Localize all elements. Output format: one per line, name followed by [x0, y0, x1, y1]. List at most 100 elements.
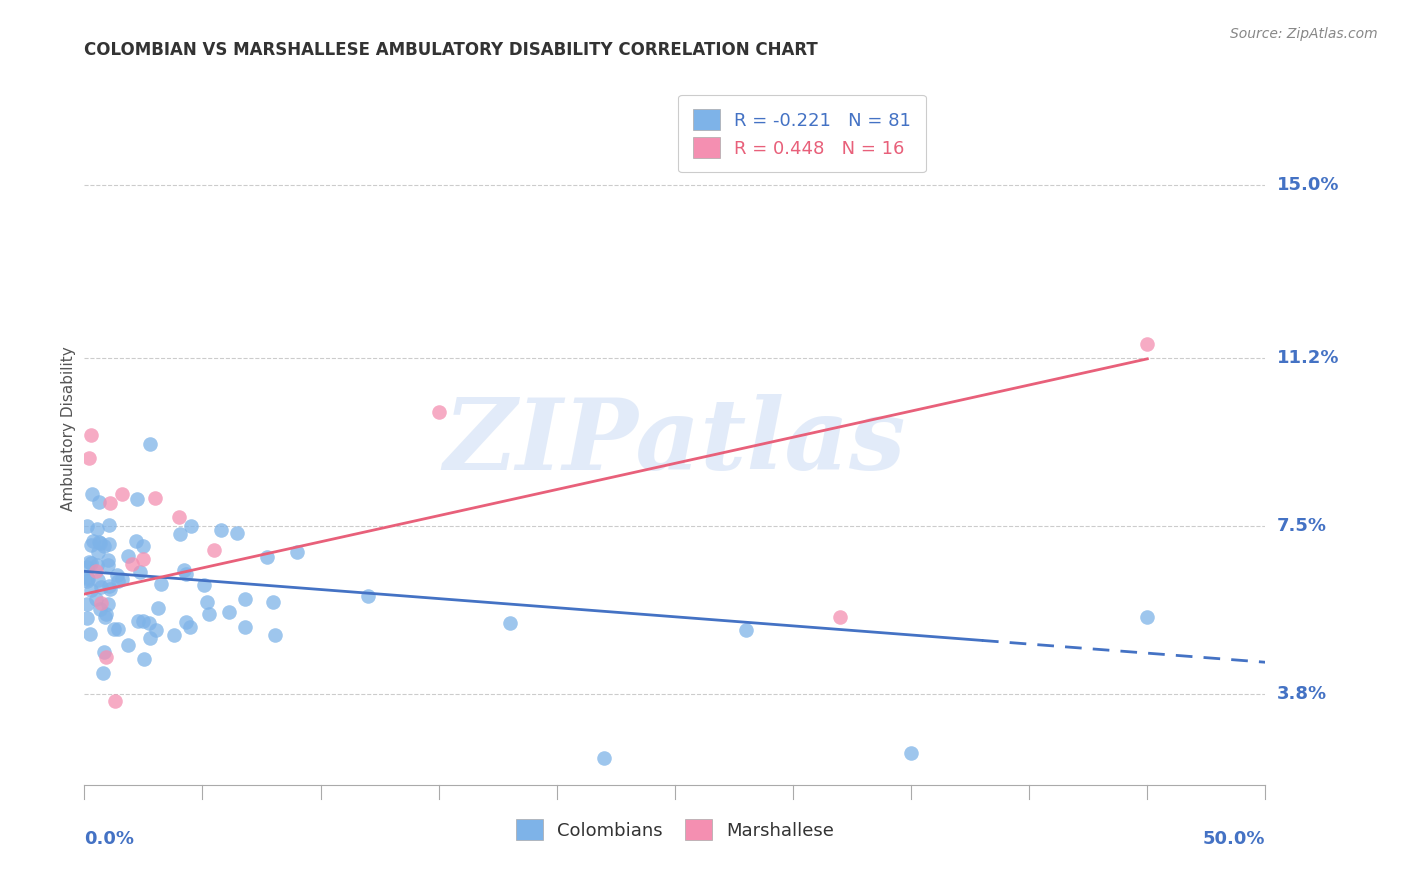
Point [93, 645, 115, 659]
Point [195, 595, 218, 609]
Point [427, 405, 450, 419]
Point [117, 638, 139, 652]
Point [139, 631, 162, 645]
Point [138, 615, 160, 630]
Point [76, 610, 98, 624]
Point [97, 517, 120, 532]
Point [107, 574, 129, 588]
Point [1136, 337, 1159, 351]
Point [107, 622, 129, 636]
Point [98, 496, 121, 510]
Point [82, 487, 104, 501]
Point [97, 597, 120, 611]
Point [77, 450, 100, 465]
Point [86, 558, 108, 573]
Point [97, 558, 120, 572]
Point [76, 597, 98, 611]
Point [262, 595, 284, 609]
Point [900, 746, 922, 760]
Point [94, 607, 117, 621]
Point [89, 535, 111, 549]
Point [132, 551, 155, 566]
Point [173, 564, 195, 578]
Point [498, 615, 520, 630]
Point [90, 596, 112, 610]
Point [111, 487, 134, 501]
Text: 11.2%: 11.2% [1277, 349, 1340, 367]
Y-axis label: Ambulatory Disability: Ambulatory Disability [60, 346, 76, 510]
Point [218, 606, 240, 620]
Text: 50.0%: 50.0% [1204, 830, 1265, 848]
Point [82, 534, 104, 549]
Point [80, 428, 103, 442]
Point [202, 542, 225, 557]
Point [179, 620, 201, 634]
Point [127, 615, 149, 629]
Point [87, 574, 110, 588]
Point [150, 577, 173, 591]
Point [91, 666, 114, 681]
Point [86, 522, 108, 536]
Point [84, 592, 107, 607]
Point [830, 609, 852, 624]
Point [233, 591, 256, 606]
Point [121, 557, 143, 571]
Point [146, 601, 169, 615]
Point [94, 650, 117, 665]
Point [256, 549, 278, 564]
Point [139, 437, 162, 451]
Point [93, 539, 115, 553]
Point [176, 567, 198, 582]
Point [98, 537, 121, 551]
Point [167, 510, 190, 524]
Point [143, 491, 166, 506]
Text: 15.0%: 15.0% [1277, 176, 1340, 194]
Point [357, 589, 380, 603]
Text: ZIPatlas: ZIPatlas [444, 394, 905, 491]
Point [94, 610, 117, 624]
Point [107, 568, 129, 582]
Point [79, 627, 101, 641]
Point [89, 602, 111, 616]
Point [87, 544, 110, 558]
Text: 7.5%: 7.5% [1277, 516, 1327, 535]
Point [285, 545, 308, 559]
Point [98, 582, 121, 596]
Text: COLOMBIAN VS MARSHALLESE AMBULATORY DISABILITY CORRELATION CHART: COLOMBIAN VS MARSHALLESE AMBULATORY DISA… [84, 41, 818, 59]
Point [132, 614, 155, 628]
Point [89, 494, 111, 508]
Point [97, 553, 120, 567]
Point [198, 607, 221, 621]
Point [90, 580, 112, 594]
Point [98, 579, 121, 593]
Text: 0.0%: 0.0% [84, 830, 135, 848]
Point [76, 574, 98, 589]
Text: Source: ZipAtlas.com: Source: ZipAtlas.com [1230, 27, 1378, 41]
Point [132, 651, 155, 665]
Point [77, 556, 100, 570]
Point [76, 569, 98, 583]
Point [193, 578, 215, 592]
Point [145, 623, 167, 637]
Point [80, 556, 103, 570]
Point [264, 628, 287, 642]
Point [169, 527, 191, 541]
Point [180, 519, 202, 533]
Point [80, 583, 103, 598]
Point [76, 518, 98, 533]
Point [77, 573, 100, 587]
Legend: Colombians, Marshallese: Colombians, Marshallese [509, 812, 841, 847]
Point [163, 628, 186, 642]
Point [125, 533, 148, 548]
Point [103, 622, 125, 636]
Point [593, 750, 616, 764]
Point [132, 540, 155, 554]
Point [87, 535, 110, 549]
Point [734, 624, 756, 638]
Point [79, 538, 101, 552]
Point [129, 565, 152, 579]
Point [125, 491, 148, 506]
Point [111, 572, 134, 586]
Point [209, 524, 232, 538]
Point [117, 549, 139, 563]
